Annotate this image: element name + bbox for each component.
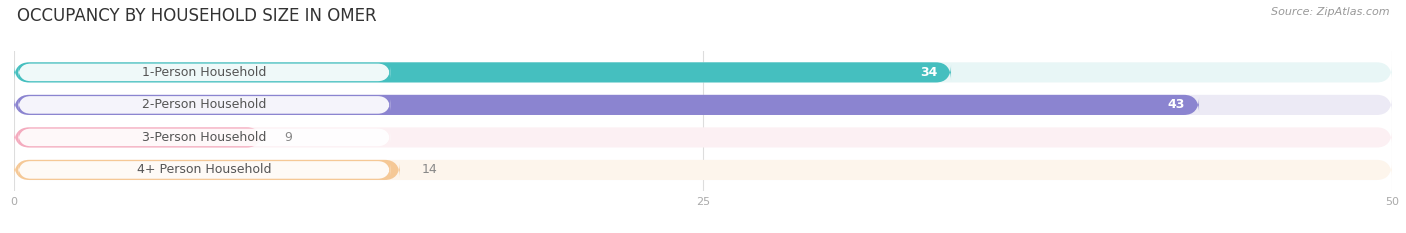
FancyBboxPatch shape <box>14 160 399 180</box>
FancyBboxPatch shape <box>14 160 1392 180</box>
FancyBboxPatch shape <box>14 62 1392 82</box>
FancyBboxPatch shape <box>18 96 391 114</box>
Text: 14: 14 <box>422 163 437 176</box>
FancyBboxPatch shape <box>14 127 262 147</box>
Text: 1-Person Household: 1-Person Household <box>142 66 266 79</box>
FancyBboxPatch shape <box>14 62 950 82</box>
Text: 4+ Person Household: 4+ Person Household <box>136 163 271 176</box>
Text: 3-Person Household: 3-Person Household <box>142 131 266 144</box>
Text: 2-Person Household: 2-Person Household <box>142 98 266 111</box>
Text: 9: 9 <box>284 131 292 144</box>
FancyBboxPatch shape <box>18 129 391 146</box>
Text: Source: ZipAtlas.com: Source: ZipAtlas.com <box>1271 7 1389 17</box>
Text: 43: 43 <box>1168 98 1185 111</box>
FancyBboxPatch shape <box>14 95 1199 115</box>
FancyBboxPatch shape <box>14 127 1392 147</box>
FancyBboxPatch shape <box>14 95 1392 115</box>
Text: 34: 34 <box>920 66 938 79</box>
FancyBboxPatch shape <box>18 64 391 81</box>
Text: OCCUPANCY BY HOUSEHOLD SIZE IN OMER: OCCUPANCY BY HOUSEHOLD SIZE IN OMER <box>17 7 377 25</box>
FancyBboxPatch shape <box>18 161 391 179</box>
